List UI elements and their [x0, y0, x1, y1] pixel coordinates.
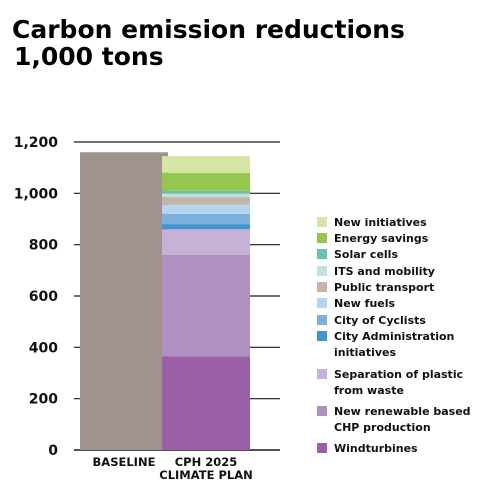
legend-swatch [317, 443, 327, 453]
legend-label: Windturbines [334, 442, 418, 455]
y-tick-label: 200 [29, 392, 58, 408]
bar-segment [162, 156, 250, 173]
legend-label: New renewable based [334, 405, 471, 418]
legend-label: New fuels [334, 297, 396, 310]
y-tick-label: 1,000 [14, 186, 59, 202]
legend-swatch [317, 315, 327, 325]
legend-label: Separation of plastic [334, 368, 463, 381]
legend-swatch [317, 369, 327, 379]
bar-segment [162, 213, 250, 225]
bar-segment [162, 190, 250, 194]
legend-swatch [317, 266, 327, 276]
bar-segment [162, 229, 250, 255]
legend-label: New initiatives [334, 216, 427, 229]
y-tick-label: 600 [29, 289, 58, 305]
legend-label: City Administration [334, 330, 454, 343]
chart-subtitle: 1,000 tons [14, 42, 164, 71]
legend-swatch [317, 298, 327, 308]
x-category-label: CPH 2025 [175, 455, 238, 469]
bar-segment [162, 193, 250, 198]
legend-swatch [317, 233, 327, 243]
legend-label: Energy savings [334, 232, 429, 245]
legend-label: CHP production [334, 421, 431, 434]
legend-swatch [317, 249, 327, 259]
legend-label: City of Cyclists [334, 314, 426, 327]
bar-segment [162, 172, 250, 191]
legend-swatch [317, 282, 327, 292]
x-category-label: CLIMATE PLAN [159, 468, 252, 482]
y-tick-label: 1,200 [14, 135, 59, 151]
bar-segment [162, 254, 250, 357]
y-tick-label: 0 [48, 443, 58, 459]
chart-title: Carbon emission reductions [12, 15, 405, 44]
legend-label: ITS and mobility [334, 265, 435, 278]
bar-segment [162, 224, 250, 230]
bar-segment [162, 356, 250, 450]
x-category-label: BASELINE [93, 455, 156, 469]
legend-swatch [317, 406, 327, 416]
legend-label: initiatives [334, 346, 396, 359]
y-tick-label: 800 [29, 238, 58, 254]
bar-segment [162, 197, 250, 205]
bar-segment [162, 204, 250, 214]
legend-swatch [317, 331, 327, 341]
y-tick-label: 400 [29, 340, 58, 356]
legend-label: from waste [334, 384, 404, 397]
y-axis: 0 200 400 600 800 1,000 1,200 [14, 135, 59, 459]
bars [80, 152, 250, 450]
bar-baseline [80, 152, 168, 450]
legend: New initiatives Energy savings Solar cells… [317, 216, 471, 455]
legend-label: Public transport [334, 281, 434, 294]
legend-swatch [317, 217, 327, 227]
legend-label: Solar cells [334, 248, 398, 261]
